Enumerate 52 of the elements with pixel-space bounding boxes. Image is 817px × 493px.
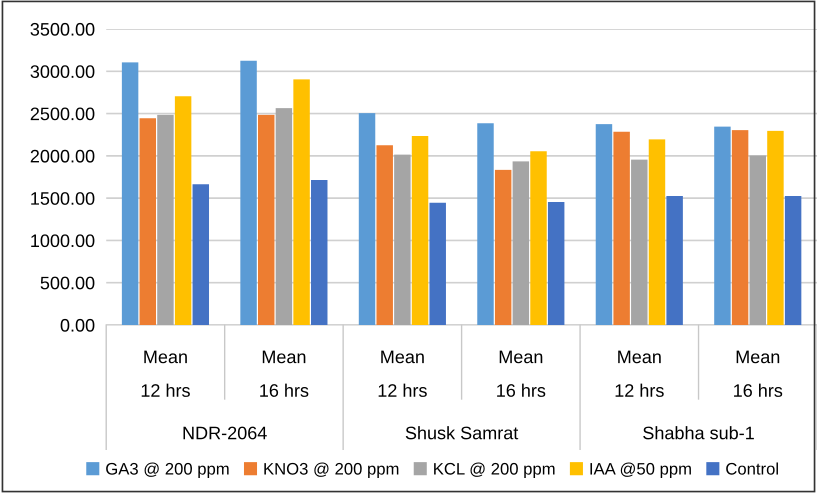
bar: [122, 62, 138, 325]
bar: [477, 123, 494, 325]
bar: [784, 196, 802, 325]
y-tick-label: 3500.00: [30, 22, 94, 36]
bar: [530, 151, 547, 325]
bar: [192, 184, 210, 325]
bar: [358, 113, 376, 325]
x-tick-label: Mean 12 hrs: [142, 350, 190, 397]
bar: [494, 170, 512, 325]
bar: [174, 96, 192, 325]
bar: [157, 114, 174, 325]
bar: [140, 118, 156, 325]
text: Shusk Samrat: [406, 426, 518, 440]
x-tick-label: Mean 16 hrs: [260, 350, 308, 397]
bar: [512, 161, 530, 325]
y-tick-label: 0.00: [60, 318, 94, 332]
legend-label: Control: [726, 462, 778, 475]
text: Shabha sub-1: [643, 426, 754, 440]
bar: [732, 130, 748, 325]
x-tick-label: Mean 12 hrs: [616, 350, 664, 397]
bar: [596, 124, 612, 325]
x-tick-label: Mean 16 hrs: [497, 350, 546, 397]
bar: [648, 139, 666, 325]
legend-label: GA3 @ 200 ppm: [106, 462, 229, 478]
bar: [750, 155, 766, 325]
bar: [714, 126, 731, 325]
bar: [240, 60, 257, 325]
bar: [631, 160, 648, 325]
y-tick-label: 2500.00: [30, 108, 94, 120]
legend-label: KNO3 @ 200 ppm: [264, 462, 398, 478]
bar: [258, 114, 274, 325]
bar: [276, 108, 292, 325]
y-tick-label: 1000.00: [31, 234, 94, 248]
bar: [293, 79, 310, 325]
x-tick-label: Mean 16 hrs: [734, 350, 782, 397]
y-tick-label: 500.00: [40, 276, 94, 290]
x-tick-label: Mean 12 hrs: [378, 350, 427, 397]
bar: [548, 202, 564, 325]
bar: [376, 145, 393, 325]
bar: [613, 132, 630, 325]
y-tick-label: 2000.00: [30, 150, 94, 163]
legend-label: IAA @50 ppm: [590, 462, 691, 478]
bar: [412, 136, 428, 325]
bar: [429, 202, 446, 325]
bar: [394, 154, 411, 325]
bar: [311, 180, 328, 325]
y-tick-label: 3000.00: [30, 65, 94, 78]
legend-label: KCL @ 200 ppm: [434, 462, 554, 478]
bar: [767, 130, 784, 325]
y-tick-label: 1500.00: [31, 192, 94, 205]
bar: [666, 196, 683, 325]
text: NDR-2064: [184, 426, 267, 440]
